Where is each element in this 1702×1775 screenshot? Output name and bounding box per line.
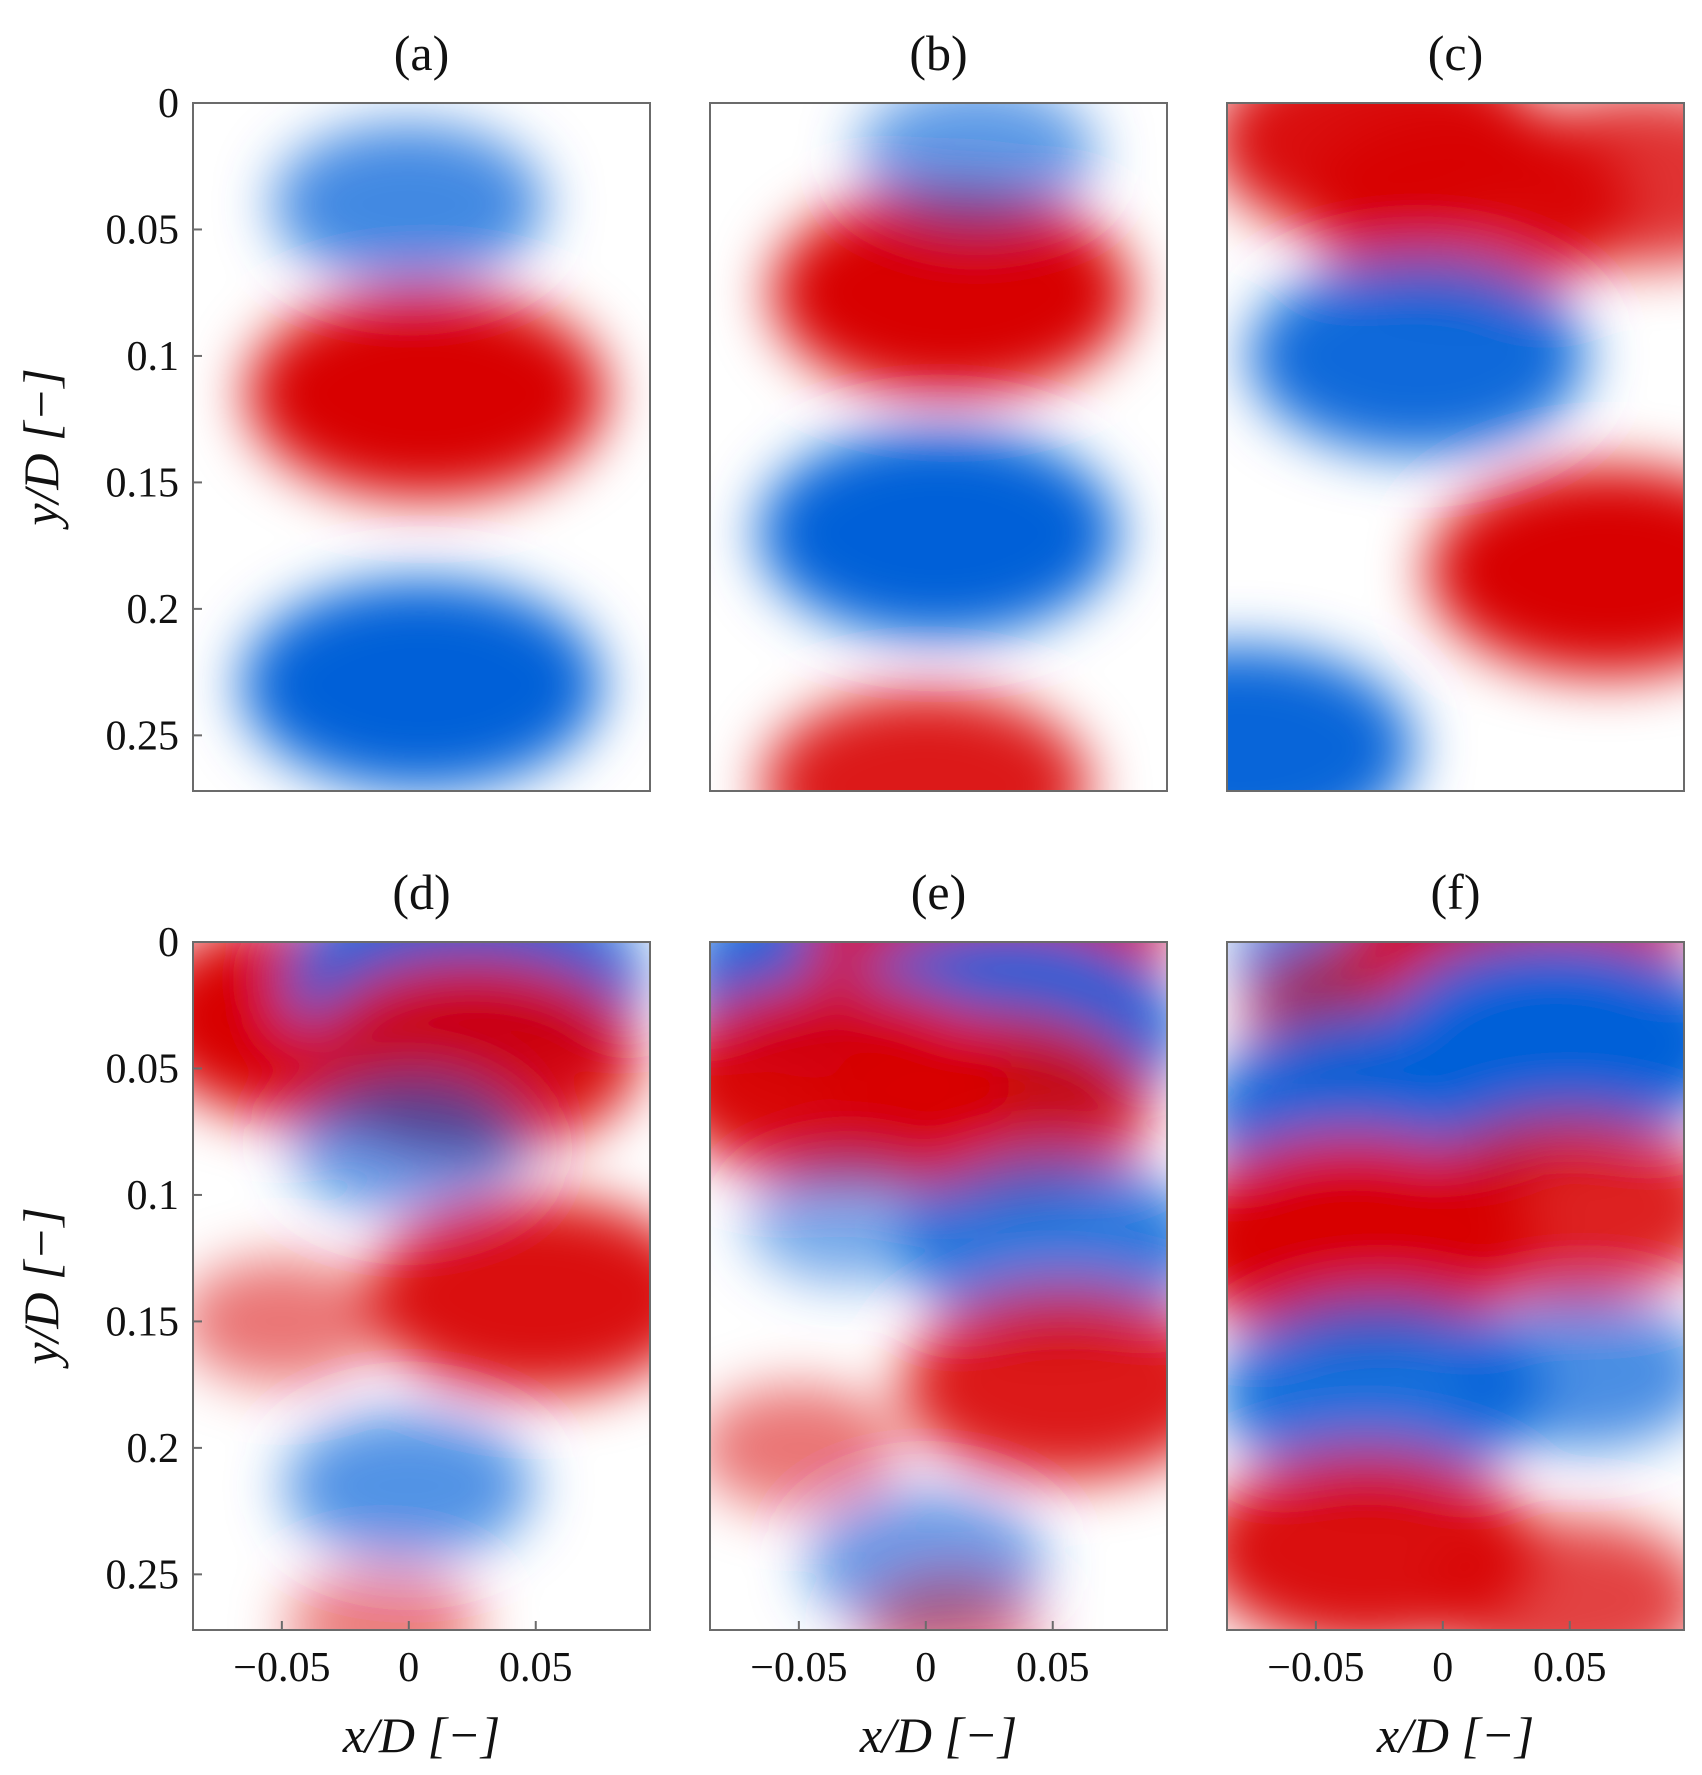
heatmap-field <box>1227 942 1684 1630</box>
positive-structure <box>1427 465 1684 676</box>
heatmap-field <box>241 123 607 790</box>
y-axis-label: y/D [−] <box>13 1207 69 1369</box>
axes-frame <box>1226 941 1685 1631</box>
x-tick-label: 0.05 <box>499 1645 573 1691</box>
negative-structure <box>289 1072 529 1217</box>
panel-b: (b) <box>709 25 1168 792</box>
positive-structure <box>825 1010 1153 1203</box>
panel-f: (f) −0.05 0 0.05 x/D [−] <box>1226 864 1685 1763</box>
y-tick-label: 0 <box>158 81 179 127</box>
negative-structure <box>1248 256 1587 455</box>
negative-structure <box>241 579 602 790</box>
heatmap-field <box>758 103 1132 791</box>
panel-title: (f) <box>1431 864 1481 920</box>
negative-structure <box>1227 646 1415 791</box>
y-tick-label: 0.05 <box>106 1046 180 1092</box>
x-tick-label: 0 <box>1432 1645 1453 1691</box>
positive-structure <box>762 689 1090 791</box>
panel-e: (e) −0.05 0 0.05 x/D [−] <box>709 864 1168 1763</box>
y-tick-label: 0 <box>158 920 179 966</box>
y-tick-label: 0.05 <box>106 207 180 253</box>
y-tick-label: 0.1 <box>127 1173 180 1219</box>
x-tick-label: −0.05 <box>750 1645 847 1691</box>
y-tick-label: 0.15 <box>106 1299 180 1345</box>
x-axis-label: x/D [−] <box>1376 1707 1534 1763</box>
panel-title: (e) <box>911 864 967 920</box>
panels: (a) 0 0.05 0.1 0.15 0.2 0.25 y/D [−] (b) (c) (d) 0 0… <box>13 25 1685 1763</box>
positive-structure <box>901 1288 1167 1481</box>
x-tick-label: −0.05 <box>233 1645 330 1691</box>
positive-structure <box>1433 1518 1684 1630</box>
axes-frame <box>192 102 651 792</box>
positive-structure <box>710 1384 902 1511</box>
y-axis-label: y/D [−] <box>13 368 69 530</box>
y-tick-label: 0.25 <box>106 1552 180 1598</box>
positive-structure <box>771 187 1132 398</box>
y-tick-label: 0.2 <box>127 1426 180 1472</box>
y-tick-label: 0.25 <box>106 713 180 759</box>
heatmap-field <box>193 942 650 1630</box>
y-tick-label: 0.15 <box>106 460 180 506</box>
x-tick-label: 0.05 <box>1533 1645 1607 1691</box>
negative-structure <box>283 1410 534 1561</box>
positive-structure <box>859 1573 1044 1630</box>
positive-structure <box>193 1258 385 1385</box>
axes-frame <box>709 941 1168 1631</box>
panel-title: (a) <box>394 25 450 81</box>
panel-title: (d) <box>392 864 450 920</box>
y-tick-label: 0.1 <box>127 334 180 380</box>
negative-structure <box>746 1157 953 1284</box>
y-tick-label: 0.2 <box>127 587 180 633</box>
positive-structure <box>285 1564 481 1630</box>
negative-structure <box>1451 1294 1684 1450</box>
x-tick-label: 0.05 <box>1016 1645 1090 1691</box>
heatmap-field <box>710 942 1167 1630</box>
positive-structure <box>1411 1114 1684 1301</box>
negative-structure <box>857 103 1097 226</box>
negative-structure <box>758 428 1119 638</box>
panel-d: (d) 0 0.05 0.1 0.15 0.2 0.25 −0.05 0 0.05 y/D [−] x… <box>13 864 651 1763</box>
positive-structure <box>1498 103 1684 266</box>
heatmap-field <box>1227 103 1684 791</box>
negative-structure <box>900 1155 1167 1336</box>
axes-frame <box>709 102 1168 792</box>
x-axis-label: x/D [−] <box>342 1707 500 1763</box>
axes-frame <box>192 941 651 1631</box>
positive-structure <box>366 1197 650 1396</box>
x-tick-label: 0 <box>398 1645 419 1691</box>
x-tick-label: 0 <box>915 1645 936 1691</box>
positive-structure <box>246 288 607 499</box>
x-axis-label: x/D [−] <box>859 1707 1017 1763</box>
axes-frame <box>1226 102 1685 792</box>
x-tick-label: −0.05 <box>1267 1645 1364 1691</box>
panel-title: (b) <box>909 25 967 81</box>
panel-c: (c) <box>1226 25 1685 792</box>
negative-structure <box>272 123 545 286</box>
panel-a: (a) 0 0.05 0.1 0.15 0.2 0.25 y/D [−] <box>13 25 651 792</box>
panel-title: (c) <box>1428 25 1484 81</box>
